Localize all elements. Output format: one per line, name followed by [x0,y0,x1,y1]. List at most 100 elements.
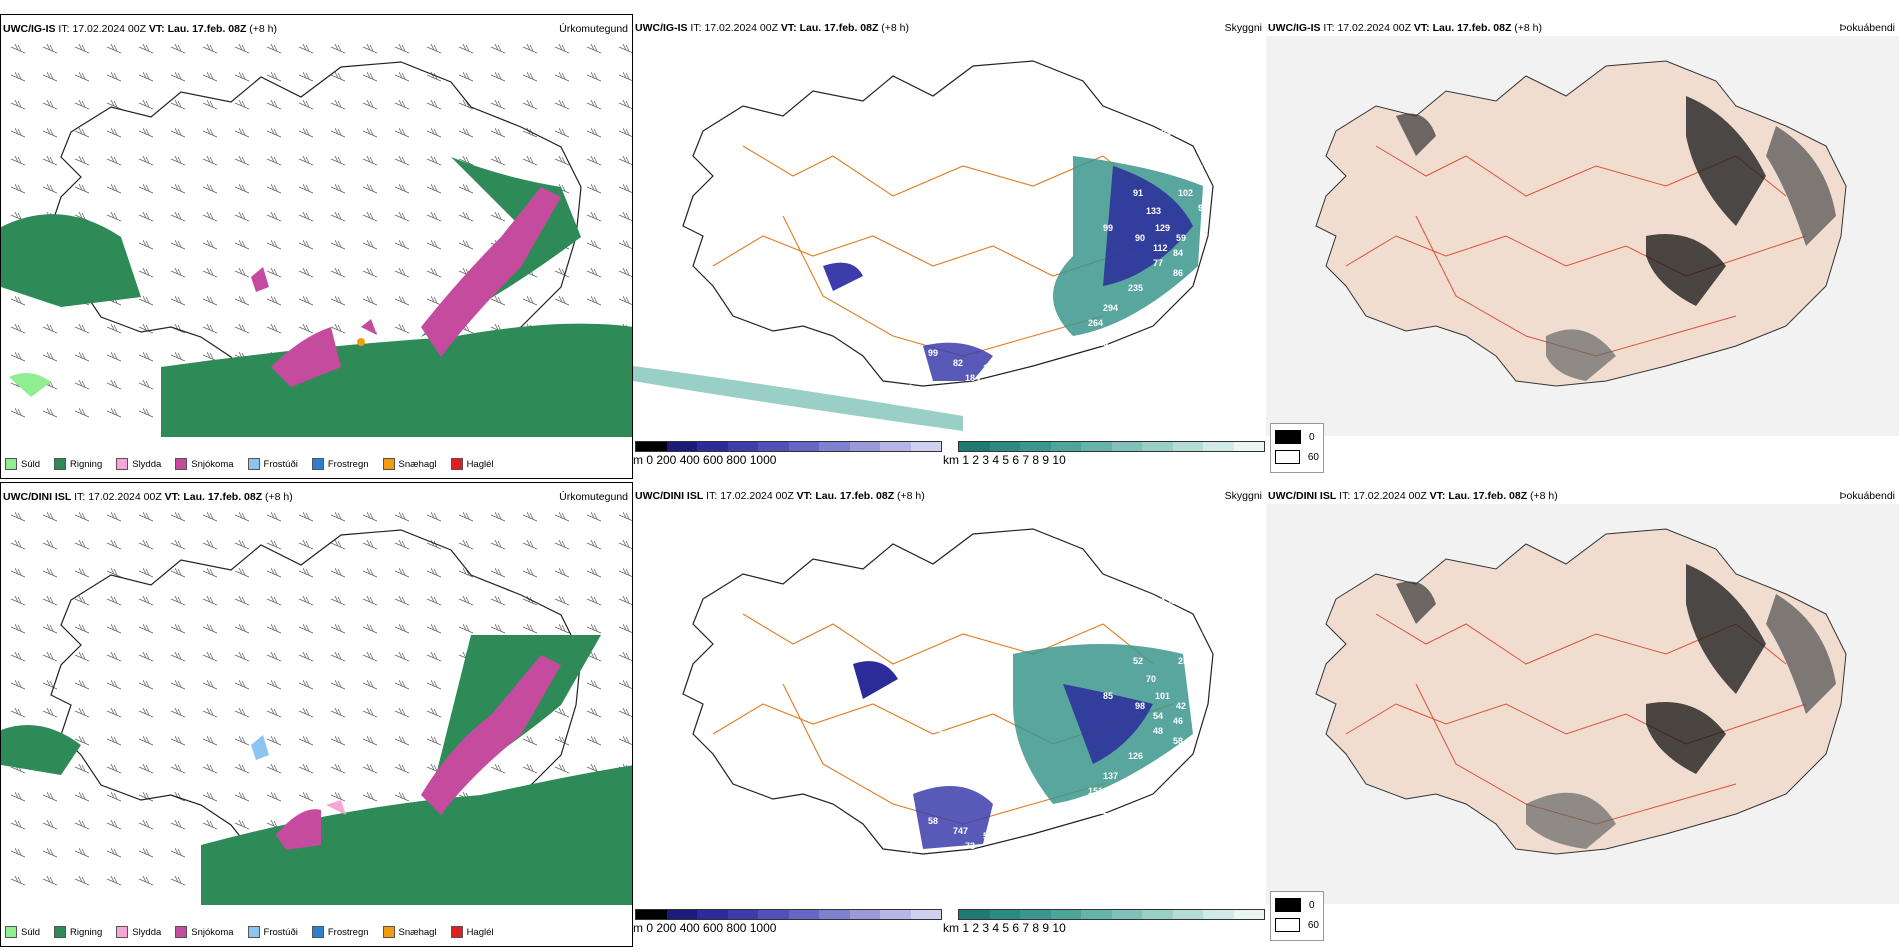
visibility-value-label: 58 [928,816,938,826]
legend-item: Snjókoma [175,926,234,938]
colorbar-swatch [636,910,667,919]
visibility-value-label: 54 [903,851,913,861]
colorbar-swatch [666,910,697,919]
legend-item: Frostúði [247,926,298,938]
visibility-value-label: 133 [1146,206,1161,216]
visibility-value-label: 91 [1133,188,1143,198]
visibility-value-label: 95 [1198,203,1208,213]
visibility-value-label: 50 [983,831,993,841]
colorbar-swatch [636,442,667,451]
colorbar-swatch [880,910,911,919]
legend-item: 60 [1275,450,1319,464]
visibility-map: 94 91 102 133 129 90 59 86 95 84 112 77 82 99 235 29426… [633,60,1214,431]
precip-map [1,511,632,905]
legend-item: Súld [5,926,40,938]
colorbar-ticks-left: m 0 200 400 600 800 1000 [633,453,777,467]
legend-item: 0 [1275,430,1319,444]
colorbar-swatch [989,442,1020,451]
legend-item: Haglél [450,458,494,470]
colorbar-swatch [849,910,880,919]
colorbar-swatch [727,910,758,919]
visibility-value-label: 61 [933,724,943,734]
visibility-value-label: 98 [1135,701,1145,711]
visibility-value-label: 323 [1113,323,1128,333]
panel-header: UWC/DINI ISL IT: 17.02.2024 00Z VT: Lau.… [3,491,293,503]
visibility-value-label: 58 [1173,736,1183,746]
colorbar-swatches [958,909,1265,920]
visibility-value-label: 223 [1093,338,1108,348]
colorbar-swatch [1111,442,1142,451]
visibility-value-label: 28 [1178,656,1188,666]
precip-type-panel-top: UWC/IG-IS IT: 17.02.2024 00Z VT: Lau. 17… [0,14,633,479]
legend-item: Haglél [450,926,494,938]
legend-item: Súld [5,458,40,470]
colorbar-swatch [819,442,850,451]
visibility-value-label: 235 [1128,283,1143,293]
visibility-value-label: 73 [965,841,975,851]
visibility-value-label: 65 [938,393,948,403]
colorbar-swatches [635,909,942,920]
visibility-value-label: 59 [1176,233,1186,243]
panel-header: UWC/IG-IS IT: 17.02.2024 00Z VT: Lau. 17… [635,22,910,34]
visibility-value-label: 294 [1103,303,1118,313]
colorbar-swatch [819,910,850,919]
panel-header: UWC/IG-IS IT: 17.02.2024 00Z VT: Lau. 17… [3,23,278,35]
visibility-value-label: 184 [965,373,980,383]
colorbar-swatch [1081,910,1112,919]
legend-item: Frostúði [247,458,298,470]
colorbar-swatches [958,441,1265,452]
panel-title: Úrkomutegund [559,23,628,35]
panel-header: UWC/DINI ISL IT: 17.02.2024 00Z VT: Lau.… [635,490,925,502]
visibility-value-label: 61 [863,283,873,293]
visibility-value-label: 99 [1103,223,1113,233]
visibility-value-label: 137 [1103,771,1118,781]
fog-panel-bottom: UWC/DINI ISL IT: 17.02.2024 00Z VT: Lau.… [1266,482,1899,947]
colorbar-swatch [959,910,990,919]
colorbar-ticks-right: km 1 2 3 4 5 6 7 8 9 10 [943,453,1066,467]
panel-title: Skyggni [1224,490,1262,502]
legend-item: Frostregn [311,458,369,470]
visibility-value-label: 126 [1128,751,1143,761]
colorbar-swatch [1050,910,1081,919]
colorbar-swatch [849,442,880,451]
legend-item: 60 [1275,918,1319,932]
visibility-value-label: 77 [1153,258,1163,268]
visibility-value-label: 70 [1146,674,1156,684]
precip-map [1,43,632,437]
panel-header: UWC/DINI ISL IT: 17.02.2024 00Z VT: Lau.… [1268,490,1558,502]
visibility-value-label: 97 [938,861,948,871]
legend-item: Frostregn [311,926,369,938]
legend-item: 0 [1275,898,1319,912]
precip-legend: Súld Rigning Slydda Snjókoma Frostúði Fr… [5,458,494,470]
visibility-value-label: 77 [863,751,873,761]
visibility-value-label: 60 [1198,671,1208,681]
visibility-value-label: 84 [1173,248,1183,258]
visibility-colorbar: m 0 200 400 600 800 1000 km 1 2 3 4 5 6 7… [633,441,1266,471]
visibility-value-label: 122 [1093,806,1108,816]
colorbar-swatch [959,442,990,451]
visibility-value-label: 101 [1155,691,1170,701]
visibility-value-label: 42 [1003,378,1013,388]
visibility-value-label: 86 [1173,268,1183,278]
visibility-value-label: 172 [1113,791,1128,801]
legend-item: Slydda [116,458,161,470]
colorbar-swatch [1172,442,1203,451]
visibility-value-label: 82 [953,358,963,368]
visibility-value-label: 85 [1103,691,1113,701]
visibility-value-label: 48 [1153,726,1163,736]
panel-header: UWC/IG-IS IT: 17.02.2024 00Z VT: Lau. 17… [1268,22,1543,34]
colorbar-swatch [1142,442,1173,451]
colorbar-swatch [1111,910,1142,919]
precip-type-panel-bottom: UWC/DINI ISL IT: 17.02.2024 00Z VT: Lau.… [0,482,633,947]
colorbar-swatch [788,442,819,451]
visibility-value-label: 93 [1193,631,1203,641]
colorbar-swatch [697,910,728,919]
visibility-panel-top: UWC/IG-IS IT: 17.02.2024 00Z VT: Lau. 17… [633,14,1266,479]
colorbar-swatch [1020,910,1051,919]
visibility-value-label: 99 [928,348,938,358]
visibility-value-label: 129 [1155,223,1170,233]
visibility-value-label: 151 [1088,786,1103,796]
visibility-value-label: 54 [1153,711,1163,721]
precip-legend: Súld Rigning Slydda Snjókoma Frostúði Fr… [5,926,494,938]
